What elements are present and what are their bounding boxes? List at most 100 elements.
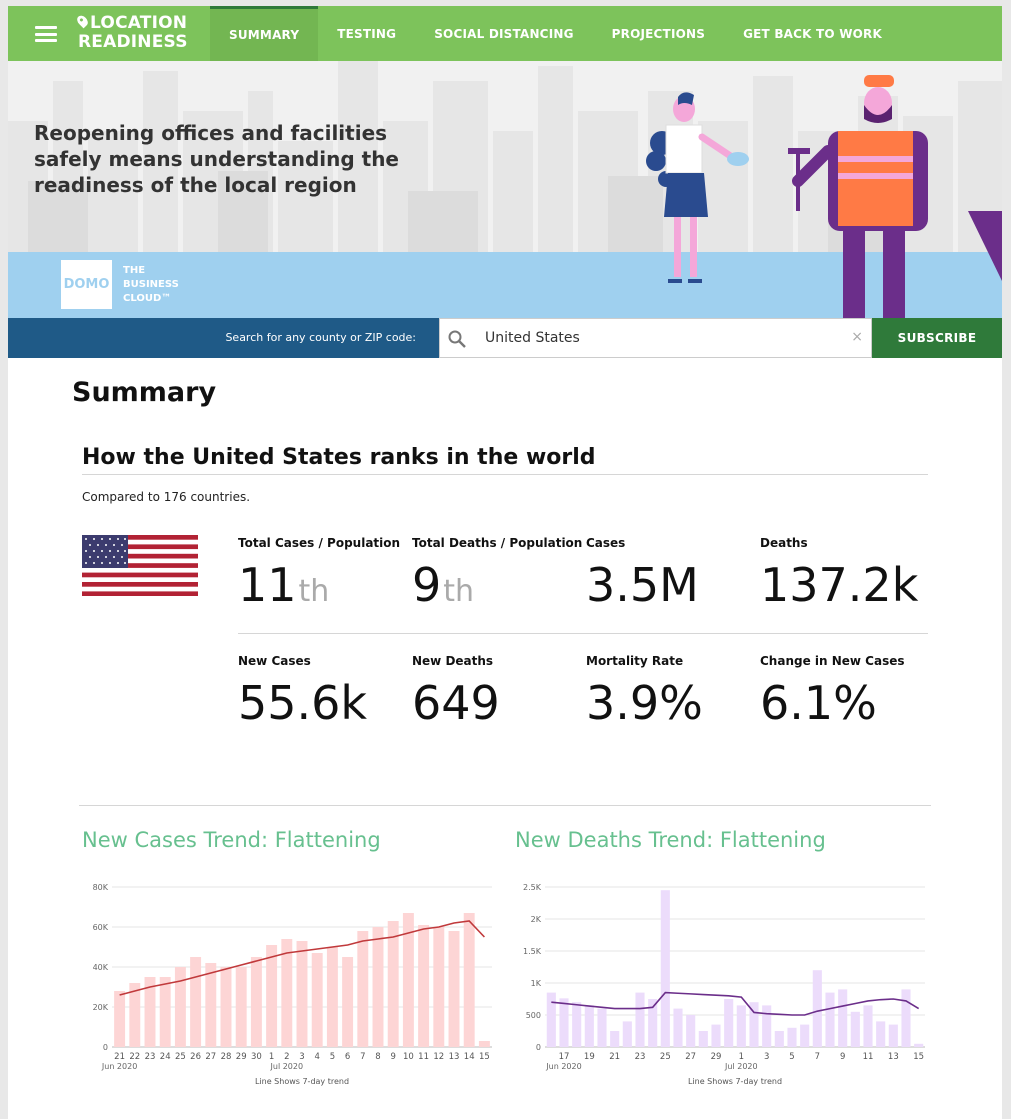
bar: [749, 1002, 759, 1047]
stat-value: 3.9%: [586, 676, 703, 730]
bar: [144, 977, 156, 1047]
divider: [238, 633, 928, 634]
bar: [372, 927, 384, 1047]
bar: [914, 1043, 924, 1047]
bar: [463, 913, 475, 1047]
x-tick-label: 8: [375, 1052, 380, 1062]
bar: [863, 1005, 873, 1047]
x-tick-label: 4: [314, 1052, 319, 1062]
stat-label: New Deaths: [412, 654, 494, 668]
x-tick-label: 27: [205, 1052, 216, 1062]
bar: [838, 989, 848, 1047]
brand-line-1: LOCATION: [90, 13, 188, 33]
x-tick-label: 3: [764, 1052, 769, 1062]
month-label: Jul 2020: [724, 1062, 758, 1071]
stat-new-deaths: New Deaths 649: [412, 654, 582, 728]
x-tick-label: 9: [840, 1052, 845, 1062]
stat-value: 6.1%: [760, 676, 877, 730]
x-tick-label: 29: [236, 1052, 247, 1062]
nav-tabs: SUMMARY TESTING SOCIAL DISTANCING PROJEC…: [210, 6, 901, 61]
chart-note: Line Shows 7-day trend: [688, 1077, 782, 1086]
bar: [159, 977, 171, 1047]
y-tick-label: 500: [526, 1011, 541, 1020]
x-tick-label: 1: [739, 1052, 744, 1062]
divider: [79, 805, 931, 806]
bar: [190, 957, 202, 1047]
x-tick-label: 26: [190, 1052, 201, 1062]
bar: [711, 1024, 721, 1047]
bar: [342, 957, 354, 1047]
stat-label: Mortality Rate: [586, 654, 684, 668]
cases-chart-title: New Cases Trend: Flattening: [82, 828, 381, 852]
bar: [448, 931, 460, 1047]
trend-line: [551, 991, 920, 1016]
tab-testing[interactable]: TESTING: [337, 26, 397, 41]
x-tick-label: 12: [433, 1052, 444, 1062]
bar: [648, 999, 658, 1047]
x-tick-label: 7: [815, 1052, 820, 1062]
x-tick-label: 29: [711, 1052, 722, 1062]
brand-logo[interactable]: LOCATION READINESS: [75, 13, 188, 52]
stat-mortality-rate: Mortality Rate 3.9%: [586, 654, 756, 728]
section-title: How the United States ranks in the world: [82, 445, 596, 470]
bar: [402, 913, 414, 1047]
bar: [418, 925, 430, 1047]
x-tick-label: 27: [685, 1052, 696, 1062]
bar: [901, 989, 911, 1047]
bar: [686, 1015, 696, 1047]
bar: [888, 1024, 898, 1047]
x-tick-label: 23: [635, 1052, 646, 1062]
bar: [635, 992, 645, 1047]
bar: [114, 991, 126, 1047]
bar: [281, 939, 293, 1047]
month-label: Jun 2020: [101, 1062, 137, 1071]
page-title: Summary: [72, 377, 217, 408]
stat-label: New Cases: [238, 654, 311, 668]
tab-get-back-to-work[interactable]: GET BACK TO WORK: [743, 26, 882, 41]
x-tick-label: 13: [449, 1052, 460, 1062]
x-tick-label: 30: [251, 1052, 262, 1062]
x-tick-label: 11: [863, 1052, 874, 1062]
stat-value: 3.5M: [586, 558, 699, 612]
x-tick-label: 19: [584, 1052, 595, 1062]
app-window: LOCATION READINESS SUMMARY TESTING SOCIA…: [8, 6, 1002, 1119]
bar: [250, 957, 262, 1047]
bar: [850, 1011, 860, 1047]
tab-social-distancing[interactable]: SOCIAL DISTANCING: [434, 26, 574, 41]
x-tick-label: 21: [114, 1052, 125, 1062]
bar: [673, 1008, 683, 1047]
bar: [205, 963, 217, 1047]
subscribe-button[interactable]: SUBSCRIBE: [872, 318, 1002, 358]
y-tick-label: 60K: [93, 923, 109, 932]
bar: [610, 1031, 620, 1047]
x-tick-label: 5: [789, 1052, 794, 1062]
bar: [876, 1021, 886, 1047]
search-input[interactable]: [485, 319, 845, 357]
tab-summary[interactable]: SUMMARY: [210, 6, 319, 61]
search-bar: Search for any county or ZIP code: × SUB…: [8, 318, 1002, 358]
x-tick-label: 2: [284, 1052, 289, 1062]
domo-tagline: THE BUSINESS CLOUD™: [123, 264, 179, 306]
bar: [546, 992, 556, 1047]
search-box[interactable]: ×: [439, 318, 872, 358]
month-label: Jul 2020: [270, 1062, 304, 1071]
stat-value: 649: [412, 676, 500, 730]
bar: [129, 983, 141, 1047]
stat-deaths: Deaths 137.2k: [760, 536, 930, 610]
hamburger-menu-icon[interactable]: [35, 26, 57, 42]
chart-note: Line Shows 7-day trend: [255, 1077, 349, 1086]
stat-total-deaths-rank: Total Deaths / Population 9th: [412, 536, 582, 617]
x-tick-label: 13: [888, 1052, 899, 1062]
y-tick-label: 2.5K: [523, 883, 542, 892]
x-tick-label: 10: [403, 1052, 414, 1062]
stat-change-new-cases: Change in New Cases 6.1%: [760, 654, 930, 728]
bar: [433, 927, 445, 1047]
hero-banner: Reopening offices and facilities safely …: [8, 61, 1002, 318]
clear-icon[interactable]: ×: [851, 329, 863, 345]
bar: [387, 921, 399, 1047]
stat-label: Total Deaths / Population: [412, 536, 583, 550]
bar: [478, 1041, 490, 1047]
tab-projections[interactable]: PROJECTIONS: [611, 26, 706, 41]
